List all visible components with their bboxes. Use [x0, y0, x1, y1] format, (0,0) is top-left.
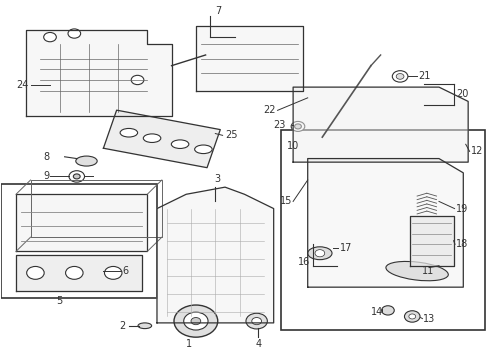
Polygon shape [157, 187, 273, 323]
Text: 17: 17 [339, 243, 351, 253]
Polygon shape [307, 158, 462, 287]
Circle shape [104, 266, 122, 279]
Text: 6: 6 [122, 266, 128, 276]
Text: 10: 10 [286, 141, 299, 151]
Polygon shape [196, 26, 302, 91]
Circle shape [391, 71, 407, 82]
Ellipse shape [143, 134, 161, 143]
Circle shape [404, 311, 419, 322]
Ellipse shape [120, 129, 137, 137]
Polygon shape [26, 30, 171, 116]
Text: 9: 9 [43, 171, 49, 181]
Circle shape [191, 318, 201, 325]
Circle shape [131, 75, 143, 85]
Text: 19: 19 [455, 203, 468, 213]
Text: 14: 14 [370, 307, 382, 317]
Ellipse shape [138, 323, 151, 329]
Polygon shape [16, 255, 142, 291]
Text: 25: 25 [224, 130, 237, 140]
Text: 15: 15 [279, 197, 291, 206]
Circle shape [395, 73, 403, 79]
Polygon shape [103, 110, 220, 168]
Circle shape [69, 171, 84, 182]
Text: 13: 13 [423, 314, 435, 324]
Circle shape [290, 121, 304, 131]
Circle shape [408, 314, 415, 319]
Text: 7: 7 [215, 6, 221, 16]
Text: 16: 16 [298, 257, 310, 267]
Ellipse shape [385, 261, 447, 281]
Text: 22: 22 [263, 105, 276, 115]
Circle shape [68, 29, 81, 38]
Circle shape [245, 313, 267, 329]
Polygon shape [16, 194, 147, 251]
Ellipse shape [307, 247, 331, 260]
Circle shape [27, 266, 44, 279]
Text: 20: 20 [455, 89, 468, 99]
Text: 12: 12 [469, 147, 482, 157]
Text: 24: 24 [16, 80, 28, 90]
Circle shape [43, 32, 56, 42]
Text: 21: 21 [418, 71, 430, 81]
Ellipse shape [171, 140, 188, 148]
Circle shape [294, 124, 301, 129]
Circle shape [251, 318, 261, 325]
Circle shape [381, 306, 393, 315]
Ellipse shape [194, 145, 212, 154]
Text: 2: 2 [119, 321, 125, 331]
Bar [281, 130, 484, 330]
Circle shape [174, 305, 217, 337]
Text: 5: 5 [57, 296, 63, 306]
Text: 3: 3 [214, 174, 221, 184]
Polygon shape [292, 87, 467, 162]
Ellipse shape [76, 156, 97, 166]
Text: 18: 18 [455, 239, 468, 249]
Polygon shape [409, 216, 453, 266]
Circle shape [65, 266, 83, 279]
Circle shape [314, 249, 324, 257]
Circle shape [183, 312, 207, 330]
Text: 8: 8 [43, 152, 49, 162]
Text: 23: 23 [273, 120, 285, 130]
Circle shape [73, 174, 80, 179]
Bar [1, 184, 157, 298]
Text: 4: 4 [256, 339, 262, 349]
Text: 11: 11 [421, 266, 433, 276]
Text: 1: 1 [185, 339, 191, 349]
